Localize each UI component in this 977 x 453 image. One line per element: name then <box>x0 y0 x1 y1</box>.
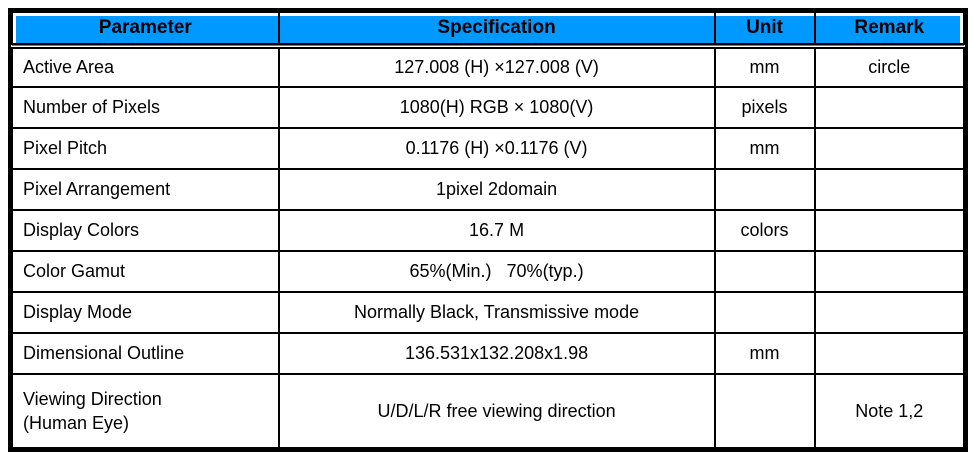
unit-cell <box>713 168 816 211</box>
table-row: Pixel Arrangement 1pixel 2domain <box>11 168 966 211</box>
parameter-cell: Pixel Pitch <box>11 127 280 170</box>
remark-cell <box>813 209 966 252</box>
specification-cell: 136.531x132.208x1.98 <box>277 332 716 375</box>
remark-cell <box>813 332 966 375</box>
header-parameter: Parameter <box>11 11 280 49</box>
table-row: Display Colors 16.7 M colors <box>11 209 966 252</box>
table-row: Color Gamut 65%(Min.) 70%(typ.) <box>11 250 966 293</box>
unit-cell: mm <box>713 332 816 375</box>
parameter-cell: Display Mode <box>11 291 280 334</box>
unit-cell: pixels <box>713 86 816 129</box>
table-row: Pixel Pitch 0.1176 (H) ×0.1176 (V) mm <box>11 127 966 170</box>
parameter-cell: Display Colors <box>11 209 280 252</box>
parameter-cell: Viewing Direction (Human Eye) <box>11 373 280 449</box>
remark-cell <box>813 127 966 170</box>
header-row: Parameter Specification Unit Remark <box>11 11 966 49</box>
parameter-cell: Color Gamut <box>11 250 280 293</box>
unit-cell <box>713 291 816 334</box>
table-row: Dimensional Outline 136.531x132.208x1.98… <box>11 332 966 375</box>
remark-cell <box>813 86 966 129</box>
unit-cell: mm <box>713 127 816 170</box>
parameter-cell: Number of Pixels <box>11 86 280 129</box>
table-row: Active Area 127.008 (H) ×127.008 (V) mm … <box>11 45 966 88</box>
header-remark: Remark <box>813 11 966 49</box>
unit-cell <box>713 250 816 293</box>
table-row: Viewing Direction (Human Eye) U/D/L/R fr… <box>11 373 966 449</box>
remark-cell <box>813 291 966 334</box>
remark-cell: Note 1,2 <box>813 373 966 449</box>
unit-cell: mm <box>713 45 816 88</box>
unit-cell <box>713 373 816 449</box>
spec-table-container: Parameter Specification Unit Remark Acti… <box>8 8 968 452</box>
unit-cell: colors <box>713 209 816 252</box>
parameter-cell: Pixel Arrangement <box>11 168 280 211</box>
specification-cell: Normally Black, Transmissive mode <box>277 291 716 334</box>
remark-cell: circle <box>813 45 966 88</box>
parameter-cell: Dimensional Outline <box>11 332 280 375</box>
header-specification: Specification <box>277 11 716 49</box>
specification-cell: 0.1176 (H) ×0.1176 (V) <box>277 127 716 170</box>
parameter-cell: Active Area <box>11 45 280 88</box>
specification-table: Parameter Specification Unit Remark Acti… <box>11 11 966 449</box>
specification-cell: 16.7 M <box>277 209 716 252</box>
remark-cell <box>813 168 966 211</box>
specification-cell: 1pixel 2domain <box>277 168 716 211</box>
table-row: Display Mode Normally Black, Transmissiv… <box>11 291 966 334</box>
header-unit: Unit <box>713 11 816 49</box>
specification-cell: 1080(H) RGB × 1080(V) <box>277 86 716 129</box>
remark-cell <box>813 250 966 293</box>
specification-cell: 65%(Min.) 70%(typ.) <box>277 250 716 293</box>
specification-cell: 127.008 (H) ×127.008 (V) <box>277 45 716 88</box>
table-row: Number of Pixels 1080(H) RGB × 1080(V) p… <box>11 86 966 129</box>
specification-cell: U/D/L/R free viewing direction <box>277 373 716 449</box>
